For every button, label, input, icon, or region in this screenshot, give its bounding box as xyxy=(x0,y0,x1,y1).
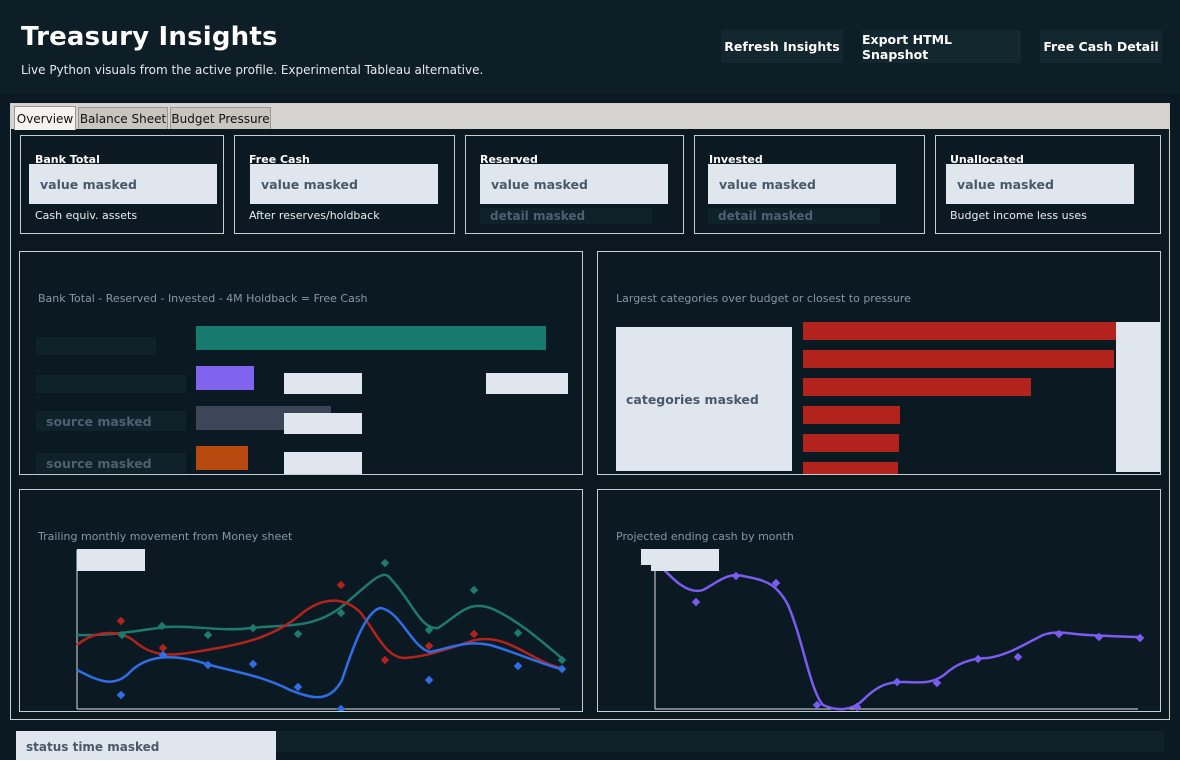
bar-holdback xyxy=(196,446,248,470)
money-trend-line-chart xyxy=(76,550,567,711)
forecast-markers xyxy=(691,571,1145,711)
kpi-value: value masked xyxy=(946,164,1134,204)
bar-bank-total xyxy=(196,326,546,350)
series-line-blue xyxy=(76,606,565,699)
kpi-card-unallocated: Unallocated value masked Budget income l… xyxy=(935,135,1161,234)
category-label-masked xyxy=(36,337,156,355)
pressure-bar xyxy=(803,462,898,474)
legend-masked xyxy=(77,549,145,571)
kpi-card-free-cash: Free Cash value masked After reserves/ho… xyxy=(234,135,455,234)
series-line-red xyxy=(76,599,565,670)
money-trend-panel: Trailing monthly movement from Money she… xyxy=(19,489,583,712)
panel-subtitle: Bank Total - Reserved - Invested - 4M Ho… xyxy=(38,292,368,305)
kpi-card-bank-total: Bank Total value masked Cash equiv. asse… xyxy=(20,135,224,234)
pressure-bar xyxy=(803,322,1116,340)
cash-forecast-line-chart xyxy=(654,550,1145,711)
category-label-masked xyxy=(36,375,186,393)
forecast-series-line xyxy=(654,559,1143,711)
pressure-bar xyxy=(803,434,899,452)
kpi-label: Free Cash xyxy=(249,153,310,166)
pressure-bar xyxy=(803,350,1114,368)
tab-balance-sheet[interactable]: Balance Sheet xyxy=(78,107,168,129)
export-html-snapshot-button[interactable]: Export HTML Snapshot xyxy=(862,30,1021,63)
axis-label-masked xyxy=(641,549,651,565)
refresh-insights-button[interactable]: Refresh Insights xyxy=(721,30,843,63)
kpi-subtext: Budget income less uses xyxy=(950,209,1087,222)
cash-forecast-panel: Projected ending cash by month xyxy=(597,489,1161,712)
status-time: status time masked xyxy=(16,731,276,760)
value-label-masked xyxy=(284,373,362,394)
kpi-detail: detail masked xyxy=(480,208,652,224)
value-label-masked xyxy=(284,413,362,434)
budget-pressure-bar-chart xyxy=(803,322,1116,474)
series-markers xyxy=(116,558,567,711)
panel-subtitle: Largest categories over budget or closes… xyxy=(616,292,911,305)
source-label: source masked xyxy=(36,453,186,473)
kpi-value: value masked xyxy=(480,164,668,204)
category-labels-masked: categories masked xyxy=(616,327,792,471)
kpi-value: value masked xyxy=(708,164,896,204)
value-label-masked xyxy=(284,452,362,474)
free-cash-bridge-panel: Bank Total - Reserved - Invested - 4M Ho… xyxy=(19,251,583,475)
legend-masked xyxy=(651,549,719,571)
pressure-bar xyxy=(803,378,1031,396)
panel-subtitle: Trailing monthly movement from Money she… xyxy=(38,530,293,543)
kpi-subtext: After reserves/holdback xyxy=(249,209,380,222)
bar-reserved xyxy=(196,366,254,390)
kpi-label: Reserved xyxy=(480,153,538,166)
kpi-label: Bank Total xyxy=(35,153,100,166)
tab-budget-pressure[interactable]: Budget Pressure xyxy=(170,107,271,129)
kpi-detail: detail masked xyxy=(708,208,880,224)
panel-subtitle: Projected ending cash by month xyxy=(616,530,794,543)
tab-overview[interactable]: Overview xyxy=(14,106,76,130)
kpi-card-reserved: Reserved value masked detail masked xyxy=(465,135,684,234)
kpi-subtext: Cash equiv. assets xyxy=(35,209,138,222)
pressure-bar xyxy=(803,406,900,424)
tab-strip: Overview Balance Sheet Budget Pressure xyxy=(11,104,1169,130)
app-header: Treasury Insights Live Python visuals fr… xyxy=(0,0,1180,94)
page-title: Treasury Insights xyxy=(21,22,278,52)
source-label: source masked xyxy=(36,411,186,431)
kpi-value: value masked xyxy=(250,164,438,204)
kpi-value: value masked xyxy=(29,164,217,204)
page-subtitle: Live Python visuals from the active prof… xyxy=(21,63,484,77)
series-line-teal xyxy=(76,573,565,661)
free-cash-bar-chart xyxy=(196,326,546,470)
value-labels-masked xyxy=(1116,322,1160,472)
status-bar: status time masked xyxy=(16,731,1164,760)
free-cash-detail-button[interactable]: Free Cash Detail xyxy=(1040,30,1162,63)
kpi-label: Unallocated xyxy=(950,153,1024,166)
budget-pressure-panel: Largest categories over budget or closes… xyxy=(597,251,1161,475)
value-label-masked xyxy=(486,373,568,394)
kpi-card-invested: Invested value masked detail masked xyxy=(694,135,925,234)
kpi-label: Invested xyxy=(709,153,763,166)
